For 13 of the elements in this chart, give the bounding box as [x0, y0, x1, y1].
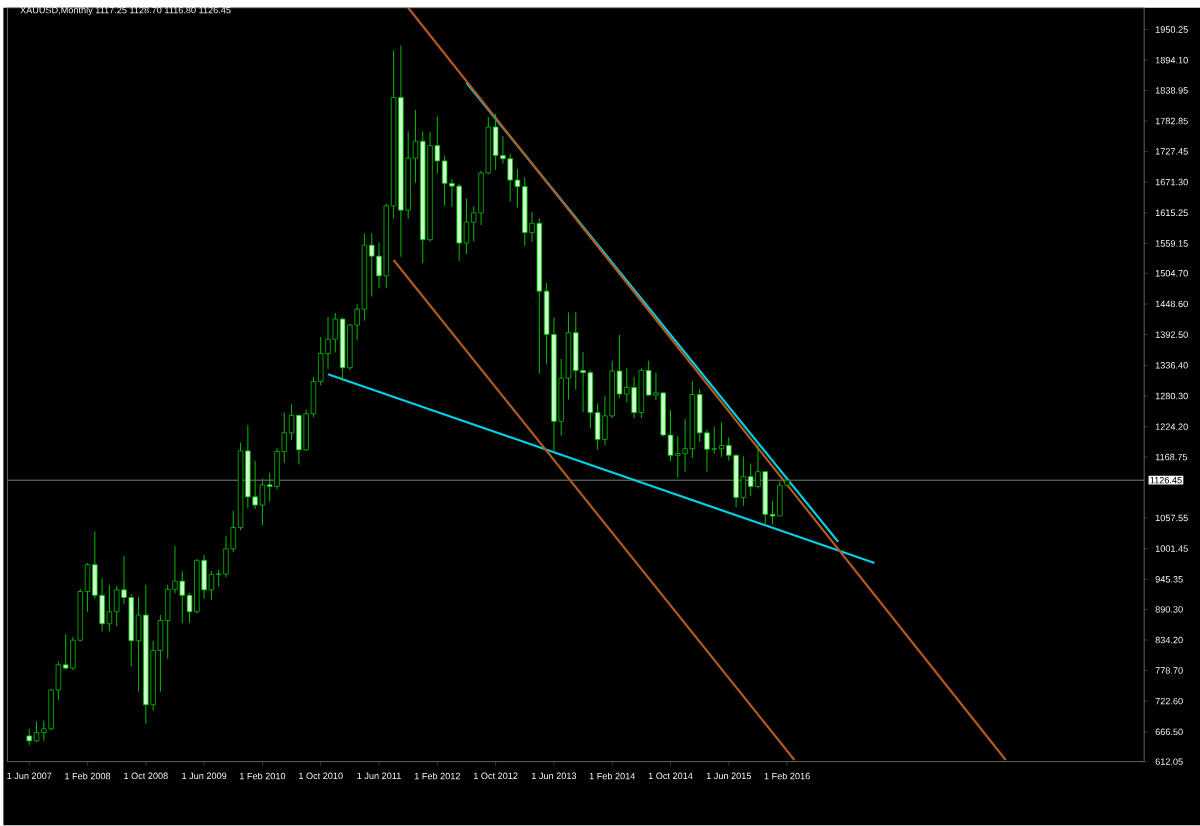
candlestick [777, 481, 783, 517]
candlestick [522, 177, 528, 247]
candlestick [223, 535, 229, 579]
candlestick [296, 414, 302, 466]
candlestick [638, 367, 645, 419]
candlestick [631, 376, 637, 419]
candlestick [747, 463, 754, 497]
candlestick [106, 584, 113, 633]
candlestick [492, 113, 499, 171]
candlestick [740, 456, 747, 507]
candlestick [718, 422, 725, 458]
candlestick [711, 426, 717, 455]
candlestick [733, 453, 739, 509]
